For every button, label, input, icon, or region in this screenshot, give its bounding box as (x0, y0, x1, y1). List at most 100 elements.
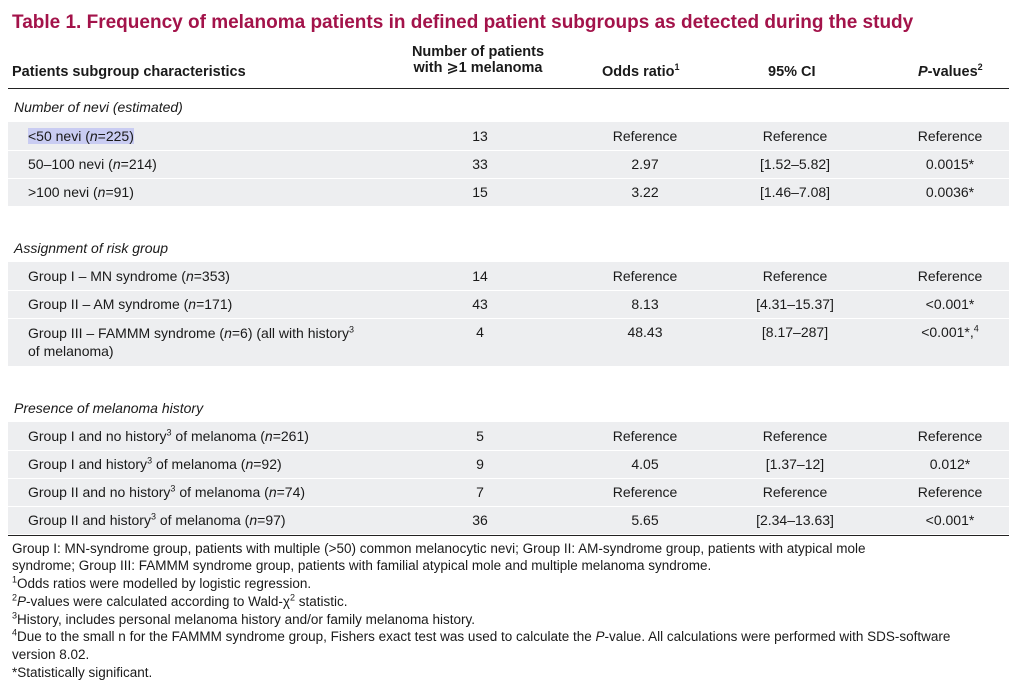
cell-count: 14 (472, 268, 488, 284)
row-label-text: Group II and history (28, 512, 151, 528)
row-label-text: Group II and no history (28, 484, 171, 500)
footnote-text-end: -value. All calculations were performed … (604, 629, 951, 644)
section-1-band (8, 122, 1009, 206)
row-separator (8, 450, 1009, 451)
section-2-band (8, 262, 1009, 366)
cell-count: 43 (472, 296, 488, 312)
cell-count: 5 (476, 428, 484, 444)
footnote-4: 4Due to the small n for the FAMMM syndro… (12, 627, 951, 644)
cell-p-value: 0.012* (929, 456, 971, 472)
cell-ci: Reference (762, 128, 828, 144)
row-label: Group I and history3 of melanoma (n=92) (28, 456, 282, 472)
cell-odds-ratio: 4.05 (631, 456, 659, 472)
bottom-rule (8, 535, 1009, 536)
row-label-mid: of melanoma ( (171, 428, 265, 444)
header-number-line2: with ⩾1 melanoma (413, 60, 543, 76)
cell-odds-ratio: 48.43 (627, 324, 663, 340)
row-label-count: =97) (257, 512, 286, 528)
row-label-text: Group I and no history (28, 428, 167, 444)
row-label: Group III – FAMMM syndrome (n=6) (all wi… (28, 324, 354, 360)
footnote-marker: 1 (12, 574, 18, 585)
n-italic: n (264, 428, 273, 444)
footnote-ref: 3 (348, 324, 354, 335)
cell-count: 13 (472, 128, 488, 144)
footnote-1: 1Odds ratios were modelled by logistic r… (12, 574, 312, 591)
header-odds-ratio: Odds ratio1 (602, 62, 680, 80)
row-label-mid: of melanoma ( (175, 484, 269, 500)
cell-p-value: Reference (917, 428, 983, 444)
cell-ci: [8.17–287] (761, 324, 829, 340)
row-label-count: =74) (276, 484, 306, 500)
row-label-text: <50 nevi ( (28, 128, 90, 144)
row-label: Group I – MN syndrome (n=353) (28, 268, 230, 284)
row-label: 50–100 nevi (n=214) (28, 156, 157, 172)
footnote-4-line2: version 8.02. (12, 647, 90, 662)
cell-odds-ratio: 8.13 (631, 296, 659, 312)
row-label-mid: of melanoma ( (152, 456, 246, 472)
n-italic: n (185, 268, 194, 284)
n-italic: n (249, 512, 258, 528)
highlighted-text: <50 nevi (n=225) (28, 128, 134, 144)
header-ci: 95% CI (768, 64, 816, 80)
footnote-significance: *Statistically significant. (12, 665, 153, 680)
cell-p-value: Reference (917, 484, 983, 500)
row-separator (8, 290, 1009, 291)
footnote-marker: 4 (12, 627, 18, 638)
cell-ci: [1.37–12] (765, 456, 825, 472)
header-characteristics: Patients subgroup characteristics (12, 64, 246, 80)
footnote-ref: 3 (147, 455, 153, 466)
row-label-text: Group III – FAMMM syndrome ( (28, 325, 225, 341)
n-italic: n (97, 184, 106, 200)
table-title: Table 1. Frequency of melanoma patients … (12, 12, 914, 33)
footnote-2: 2 P-values were calculated according to W… (12, 592, 348, 609)
row-label: Group II and no history3 of melanoma (n=… (28, 484, 305, 500)
footnote-italic: P (595, 629, 605, 644)
footnote-text: -values were calculated according to Wal… (26, 594, 290, 609)
cell-count: 33 (472, 156, 488, 172)
row-separator (8, 178, 1009, 179)
cell-ci: [1.46–7.08] (759, 184, 831, 200)
header-p-rest: -values (927, 64, 978, 80)
n-italic: n (112, 156, 121, 172)
row-label-count: =6) (all with history (231, 325, 349, 341)
cell-odds-ratio: Reference (612, 484, 678, 500)
cell-p-value: Reference (917, 128, 983, 144)
row-label-count: =92) (253, 456, 282, 472)
footnote-3: 3History, includes personal melanoma his… (12, 610, 475, 627)
n-italic: n (89, 128, 98, 144)
footnote-italic: P (17, 594, 27, 609)
header-rule (8, 88, 1009, 89)
footnote-ref: 3 (170, 483, 176, 494)
header-p-values: P-values2 (918, 62, 983, 80)
footnote-text: History, includes personal melanoma hist… (17, 612, 475, 627)
p-value-text: <0.001*, (921, 324, 974, 340)
cell-p-value: 0.0015* (925, 156, 975, 172)
row-separator (8, 478, 1009, 479)
footnote-legend-1: Group I: MN-syndrome group, patients wit… (12, 541, 866, 556)
header-odds-ratio-sup: 1 (674, 62, 680, 73)
cell-count: 9 (476, 456, 484, 472)
section-title-nevi: Number of nevi (estimated) (14, 99, 183, 115)
cell-ci: [2.34–13.63] (756, 512, 834, 528)
row-label-line2: of melanoma) (28, 343, 114, 359)
cell-odds-ratio: 2.97 (631, 156, 659, 172)
cell-count: 36 (472, 512, 488, 528)
row-label-count: =225) (97, 128, 134, 144)
header-number-line1: Number of patients (411, 44, 545, 60)
row-label-text: >100 nevi ( (28, 184, 98, 200)
footnote-marker: 3 (12, 610, 18, 621)
cell-p-value: <0.001*,4 (900, 324, 1000, 340)
footnote-text: Odds ratios were modelled by logistic re… (17, 576, 312, 591)
footnote-legend-2: syndrome; Group III: FAMMM syndrome grou… (12, 558, 712, 573)
footnote-ref: 3 (166, 427, 172, 438)
row-label-text: Group II – AM syndrome ( (28, 296, 189, 312)
cell-count: 4 (476, 324, 484, 340)
row-label-text: Group I and history (28, 456, 148, 472)
footnote-superscript: 2 (290, 592, 296, 603)
cell-count: 7 (476, 484, 484, 500)
cell-odds-ratio: Reference (612, 428, 678, 444)
row-separator (8, 150, 1009, 151)
n-italic: n (188, 296, 197, 312)
header-p-sup: 2 (977, 62, 983, 73)
row-separator (8, 506, 1009, 507)
